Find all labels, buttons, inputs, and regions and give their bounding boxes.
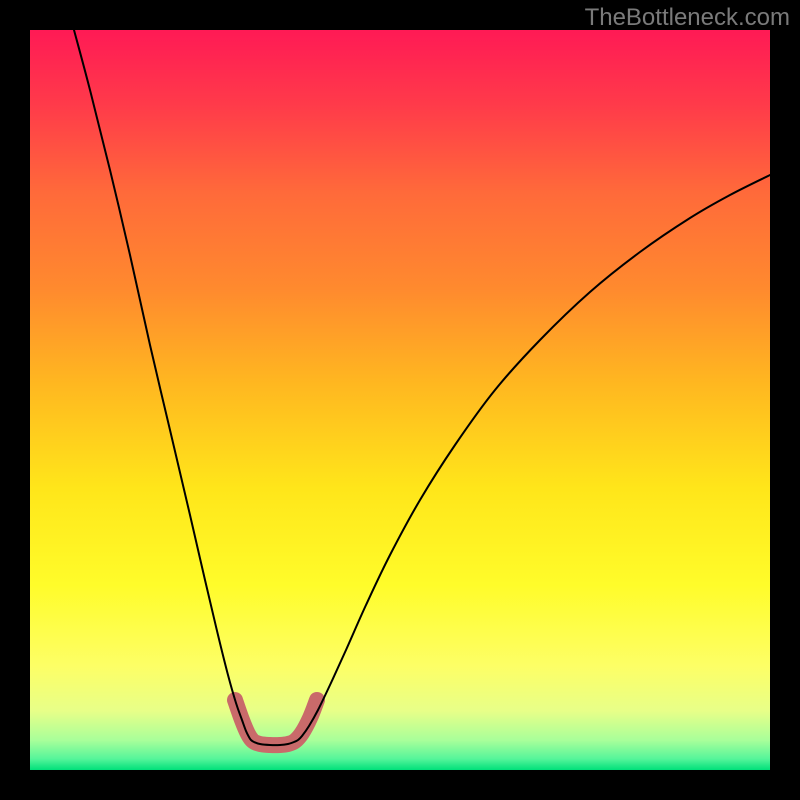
chart-outer: TheBottleneck.com (0, 0, 800, 800)
valley-marker (235, 700, 317, 745)
plot-area (30, 30, 770, 770)
curve-overlay (30, 30, 770, 770)
watermark-text: TheBottleneck.com (585, 4, 790, 32)
bottleneck-curve (74, 30, 770, 745)
